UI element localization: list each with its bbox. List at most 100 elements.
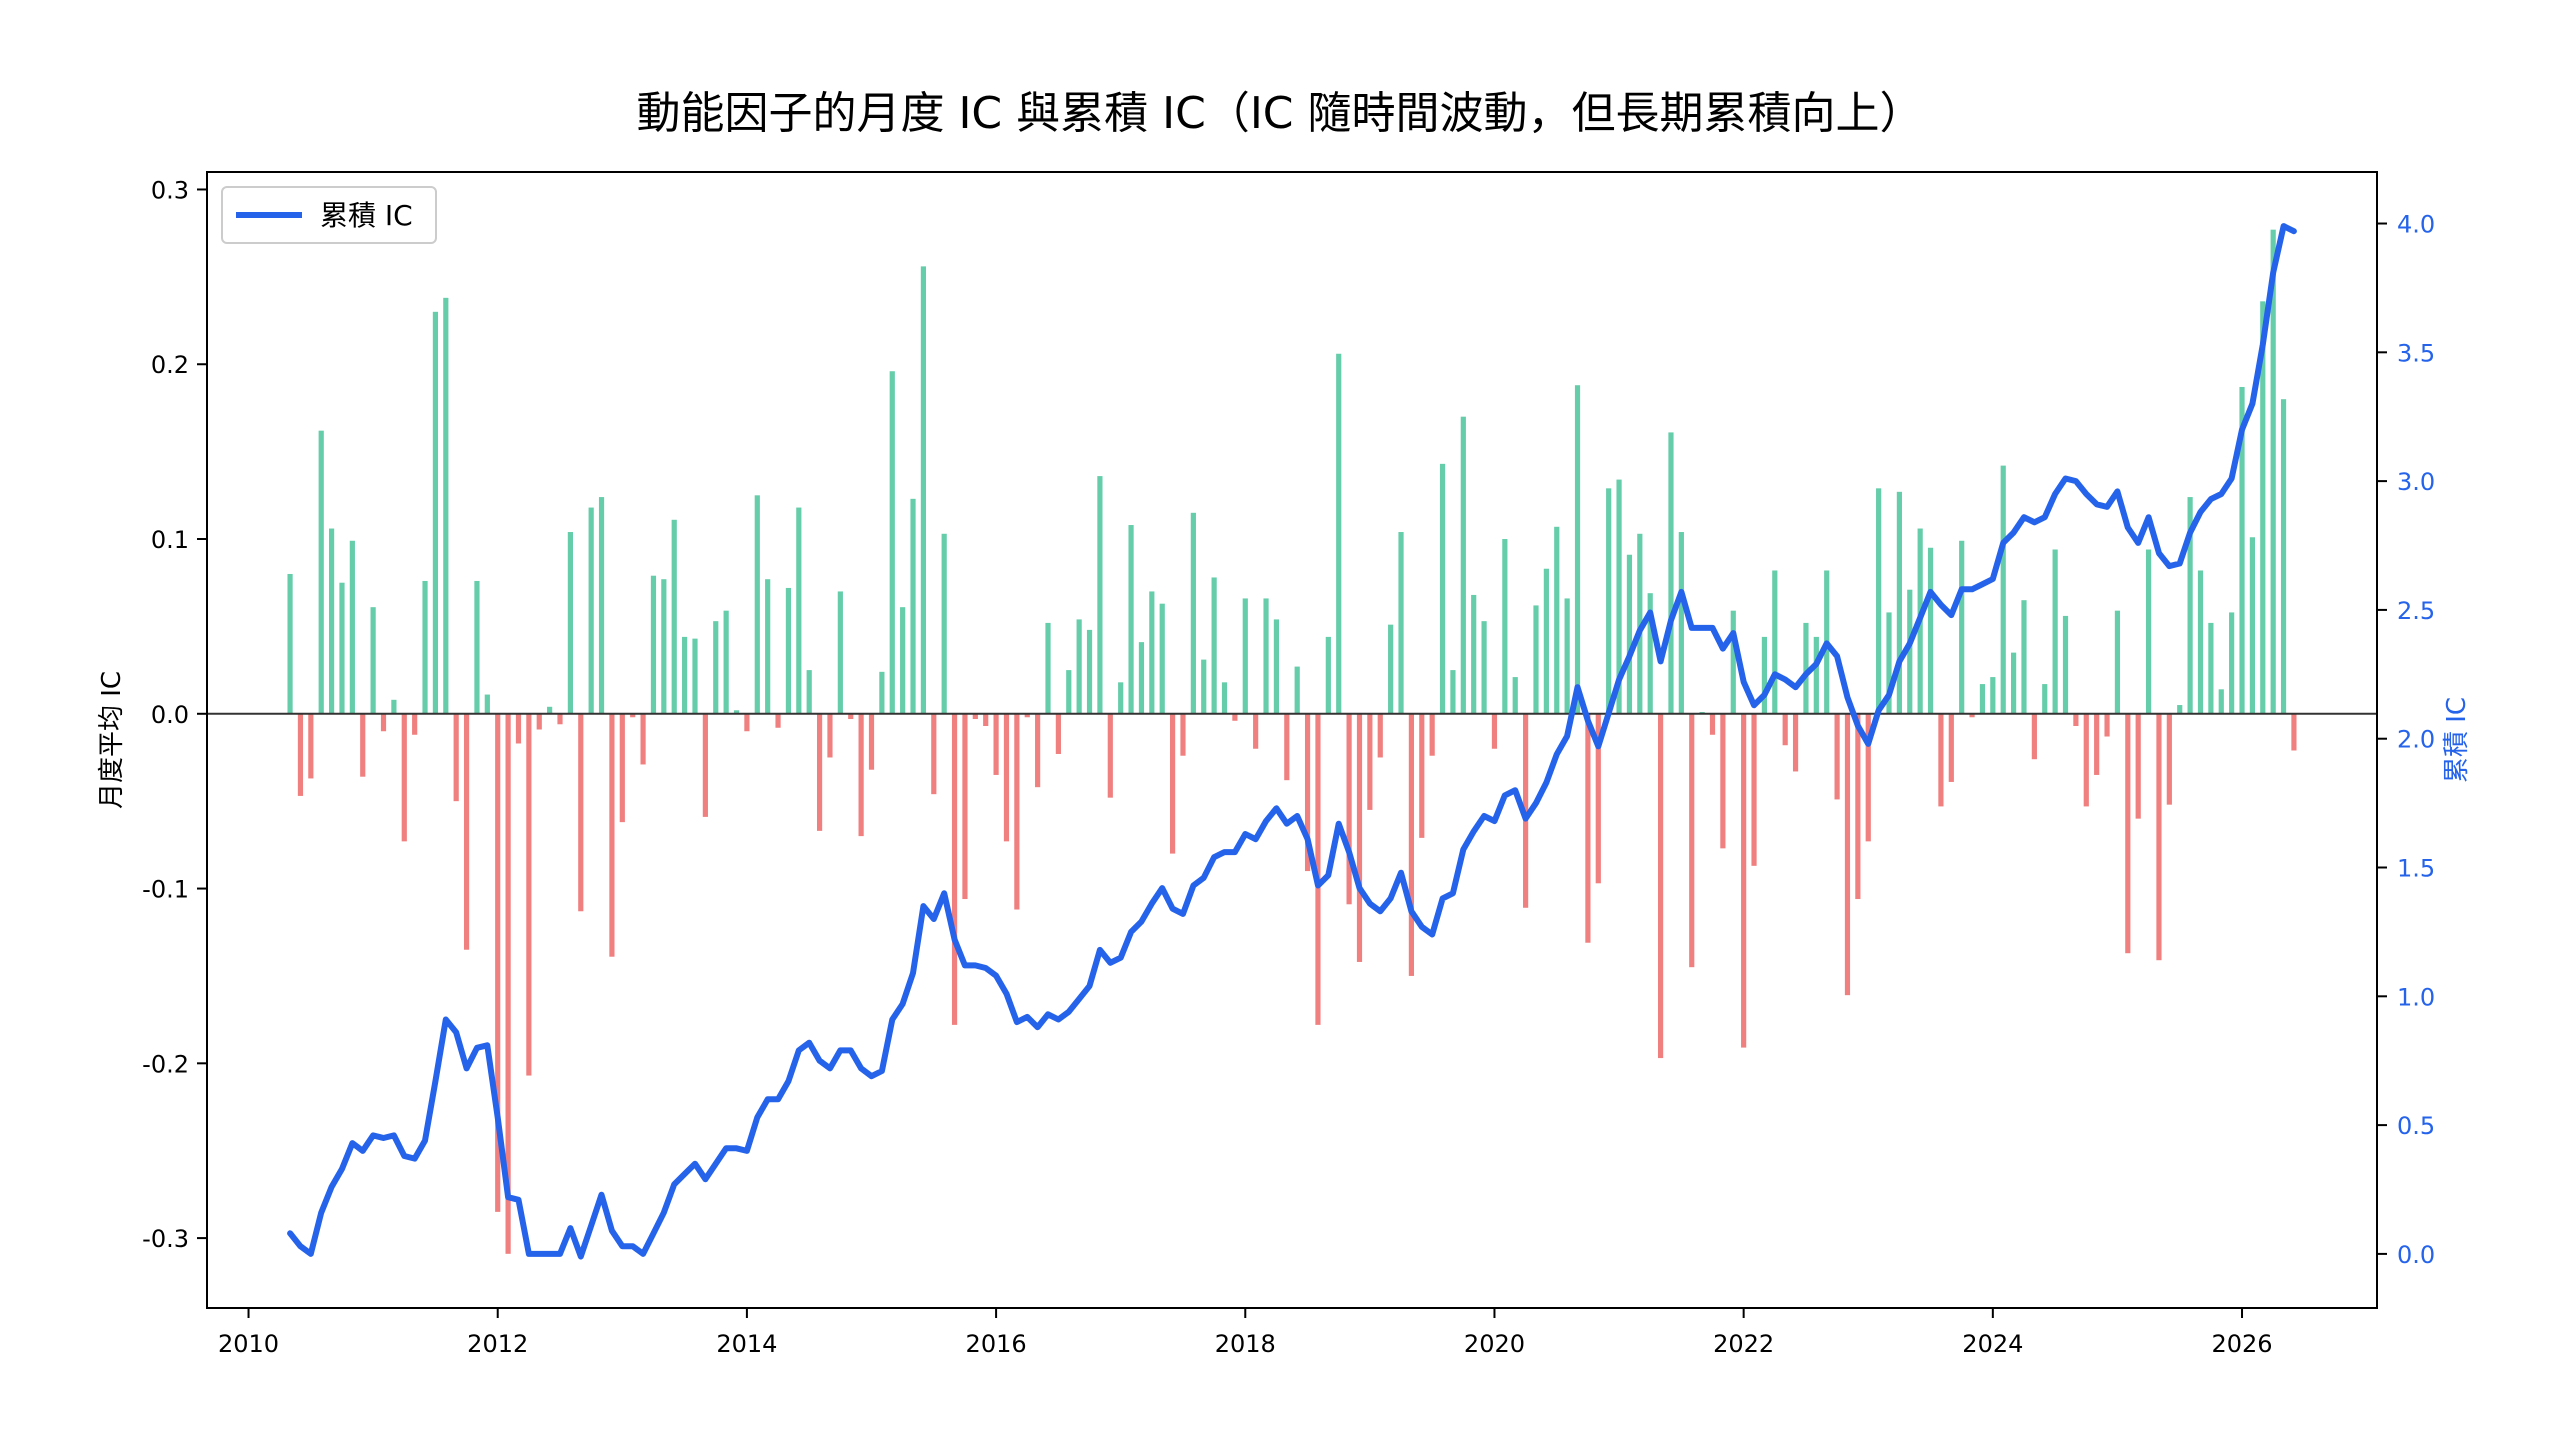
monthly-ic-bar [1481,621,1487,714]
monthly-ic-bar [1564,598,1570,714]
monthly-ic-bar [972,713,978,720]
monthly-ic-bar [1907,589,1913,714]
monthly-ic-bar [505,713,511,1254]
monthly-ic-bar [2166,713,2172,805]
monthly-ic-bar [380,713,387,732]
monthly-ic-bar [931,713,937,795]
left-y-tick-label: 0.0 [151,701,189,729]
monthly-ic-bar [2135,713,2141,819]
monthly-ic-bar [2239,386,2245,714]
monthly-ic-bar [2177,705,2183,714]
monthly-ic-bar [2197,570,2204,714]
x-tick-label: 2010 [218,1330,279,1358]
monthly-ic-bar [1460,416,1466,714]
monthly-ic-bar [1315,713,1321,1025]
monthly-ic-bar [1003,713,1010,842]
monthly-ic-bar [1834,713,1840,800]
monthly-ic-bar [993,713,999,775]
monthly-ic-bar [1232,713,1238,721]
monthly-ic-bar [1035,713,1041,788]
monthly-ic-bar [2145,549,2152,714]
monthly-ic-bar [1761,636,1768,714]
x-tick-label: 2018 [1215,1330,1276,1358]
monthly-ic-bar [1938,713,1944,807]
monthly-ic-bar [1626,554,1633,714]
x-tick-label: 2012 [467,1330,528,1358]
monthly-ic-bar [619,713,625,823]
left-y-tick-label: 0.1 [151,526,189,554]
monthly-ic-bar [775,713,781,728]
monthly-ic-bar [1896,491,1902,714]
monthly-ic-bar [1491,713,1498,749]
monthly-ic-bar [661,579,667,714]
chart-title: 動能因子的月度 IC 與累積 IC（IC 隨時間波動，但長期累積向上） [636,88,1923,139]
monthly-ic-bar [588,507,594,714]
monthly-ic-bar [2260,301,2266,714]
monthly-ic-bar [2104,713,2110,737]
monthly-ic-bar [526,713,532,1076]
monthly-ic-bar [1367,713,1373,810]
monthly-ic-bar [536,713,542,730]
monthly-ic-bar [1657,713,1664,1059]
monthly-ic-bar [1388,624,1394,714]
monthly-ic-bar [744,713,750,732]
monthly-ic-bar [2094,713,2100,775]
x-tick-label: 2026 [2211,1330,2272,1358]
monthly-ic-bar [754,495,760,714]
monthly-ic-bar [1439,463,1446,714]
monthly-ic-bar [1159,603,1165,714]
monthly-ic-bar [1782,713,1788,746]
monthly-ic-bar [1045,622,1051,714]
monthly-ic-bar [671,519,677,714]
monthly-ic-bar [796,507,802,714]
monthly-ic-bar [889,371,895,714]
monthly-ic-bar [1294,666,1300,714]
monthly-ic-bar [1969,713,1975,718]
monthly-ic-bar [1844,713,1851,996]
monthly-ic-bar [1024,713,1030,718]
monthly-ic-bar [474,580,480,714]
monthly-ic-bar [401,713,407,842]
monthly-ic-bar [443,297,449,714]
monthly-ic-bar [920,266,927,714]
monthly-ic-bar [1398,532,1404,714]
monthly-ic-bar [1107,713,1113,798]
monthly-ic-bar [1086,629,1093,714]
monthly-ic-bar [640,713,646,765]
monthly-ic-bar [1253,713,1259,749]
monthly-ic-bar [578,713,584,912]
right-y-tick-label: 3.5 [2397,339,2435,367]
monthly-ic-bar [2114,610,2121,714]
legend-entry-cumulative-ic: 累積 IC [320,199,413,232]
monthly-ic-bar [962,713,968,900]
monthly-ic-bar [339,582,345,714]
monthly-ic-bar [1865,713,1871,842]
monthly-ic-bar [785,587,792,714]
left-y-tick-label: -0.2 [142,1050,189,1078]
monthly-ic-bar [630,713,636,718]
monthly-ic-bar [2249,537,2256,714]
monthly-ic-bar [2125,713,2131,954]
x-tick-label: 2024 [1962,1330,2023,1358]
x-tick-label: 2014 [716,1330,777,1358]
right-y-tick-label: 0.0 [2397,1241,2435,1269]
x-tick-label: 2016 [966,1330,1027,1358]
right-y-axis: 4.0 3.5 3.0 2.5 2.0 1.5 1.0 0.5 0.0 [2377,211,2435,1269]
monthly-ic-bar [1927,547,1934,714]
left-y-tick-label: 0.2 [151,351,189,379]
monthly-ic-bar [868,713,875,770]
left-y-tick-label: -0.1 [142,876,189,904]
monthly-ic-bar [650,575,657,714]
right-y-tick-label: 0.5 [2397,1112,2435,1140]
monthly-ic-bar [1689,713,1695,968]
x-tick-label: 2020 [1464,1330,1525,1358]
monthly-ic-bar [858,713,864,837]
right-y-tick-label: 2.5 [2397,597,2435,625]
monthly-ic-bar [515,713,522,744]
monthly-ic-bar [308,713,314,779]
monthly-ic-bar [1076,619,1082,714]
monthly-ic-bar [360,713,366,777]
monthly-ic-bar [1813,636,1819,714]
monthly-ic-bar [713,621,719,714]
